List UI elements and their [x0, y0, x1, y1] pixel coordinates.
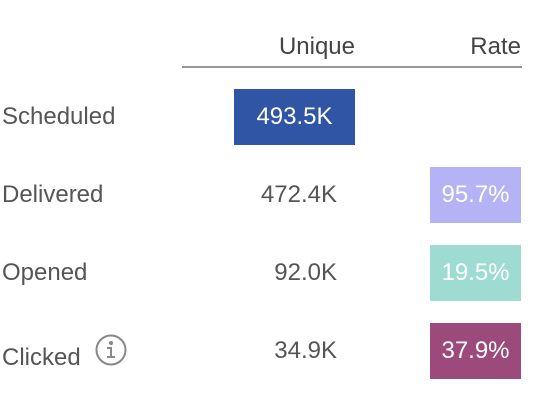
unique-value: 92.0K — [274, 259, 337, 286]
header-rule — [182, 66, 522, 68]
row-label: Opened — [2, 259, 88, 286]
unique-value: 472.4K — [260, 181, 337, 208]
rate-value: 37.9% — [430, 323, 521, 379]
unique-value: 34.9K — [274, 337, 337, 364]
rate-value: 19.5% — [430, 245, 521, 301]
column-header: Rate — [470, 33, 521, 60]
row-label: Clicked — [2, 344, 81, 371]
rate-value: 95.7% — [430, 167, 521, 223]
row-label: Delivered — [2, 181, 104, 208]
unique-value: 493.5K — [234, 89, 355, 145]
info-icon[interactable] — [94, 333, 128, 367]
row-label: Scheduled — [2, 103, 116, 130]
column-header: Unique — [278, 33, 355, 60]
